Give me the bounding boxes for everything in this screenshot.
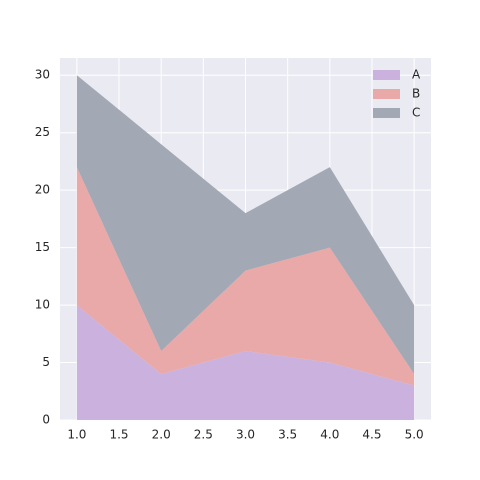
legend-swatch [373,70,400,80]
x-tick-label: 3.0 [236,428,255,442]
area [76,305,415,420]
x-tick-label: 2.0 [152,428,171,442]
x-tick-label: 5.0 [405,428,424,442]
y-tick-label: 30 [35,68,50,82]
y-tick-label: 20 [35,183,50,197]
area [76,75,415,375]
y-tick-label: 0 [42,413,50,427]
x-tick-label: 1.0 [67,428,86,442]
x-tick-label: 4.0 [320,428,339,442]
x-tick-label: 2.5 [194,428,213,442]
legend-label: C [412,106,420,120]
y-tick-label: 25 [35,125,50,139]
y-tick-label: 5 [42,355,50,369]
area [76,167,415,386]
y-tick-label: 10 [35,298,50,312]
x-tick-label: 3.5 [278,428,297,442]
legend-swatch [373,89,400,99]
legend-swatch [373,108,400,118]
x-tick-label: 1.5 [109,428,128,442]
y-tick-label: 15 [35,240,50,254]
x-tick-label: 4.5 [362,428,381,442]
legend-label: B [412,87,420,101]
legend-label: A [412,68,421,82]
